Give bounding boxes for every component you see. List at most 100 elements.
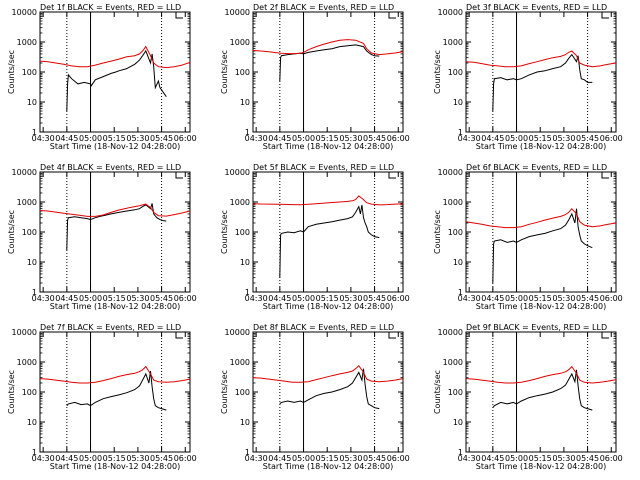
y-tick-label: 10 xyxy=(27,418,37,427)
x-tick-label: 04:30 xyxy=(458,134,481,143)
plot-frame xyxy=(252,331,404,453)
x-tick-label: 04:30 xyxy=(458,454,481,463)
detector-panel: Det 9f BLACK = Events, RED = LLD 1 10 100 10… xyxy=(433,323,623,471)
x-tick-label: 05:15 xyxy=(316,454,339,463)
x-axis-label: Start Time (18-Nov-12 04:28:00) xyxy=(263,462,393,471)
lld-series-line xyxy=(465,365,617,384)
lld-series-line xyxy=(252,39,404,56)
x-tick-label: 05:30 xyxy=(339,454,362,463)
x-tick-label: 05:30 xyxy=(552,454,575,463)
y-tick-label: 1 xyxy=(245,128,250,137)
x-tick-label: 05:30 xyxy=(126,134,149,143)
y-tick-label: 1 xyxy=(458,448,463,457)
y-tick-label: 100 xyxy=(235,228,250,237)
y-tick-label: 10 xyxy=(453,418,463,427)
x-axis-label: Start Time (18-Nov-12 04:28:00) xyxy=(476,462,606,471)
detector-panel: Det 2f BLACK = Events, RED = LLD 1 10 100 10… xyxy=(220,3,410,151)
y-tick-label: 100 xyxy=(22,228,37,237)
panel-title: Det 3f BLACK = Events, RED = LLD xyxy=(466,3,607,12)
x-tick-label: 05:45 xyxy=(576,294,599,303)
y-axis-label: Counts/sec xyxy=(433,370,442,414)
y-tick-label: 10000 xyxy=(438,328,463,337)
x-tick-label: 05:15 xyxy=(529,294,552,303)
detector-panel: Det 1f BLACK = Events, RED = LLD 1 10 100 10… xyxy=(7,3,197,151)
lld-series-line xyxy=(252,364,404,383)
x-tick-label: 04:45 xyxy=(55,134,78,143)
y-tick-label: 100 xyxy=(448,228,463,237)
x-tick-label: 05:45 xyxy=(363,294,386,303)
y-axis-label: Counts/sec xyxy=(433,50,442,94)
x-tick-label: 05:45 xyxy=(150,454,173,463)
y-tick-label: 10000 xyxy=(225,8,250,17)
detector-panel: Det 7f BLACK = Events, RED = LLD 1 10 100 10… xyxy=(7,323,197,471)
x-tick-label: 04:30 xyxy=(32,134,55,143)
x-tick-label: 05:15 xyxy=(103,294,126,303)
panel-title: Det 4f BLACK = Events, RED = LLD xyxy=(40,163,181,172)
events-series-line xyxy=(492,53,593,112)
y-tick-label: 1000 xyxy=(230,38,250,47)
events-series-line xyxy=(66,370,167,411)
x-tick-label: 05:45 xyxy=(363,454,386,463)
x-tick-label: 04:30 xyxy=(245,294,268,303)
x-tick-label: 05:00 xyxy=(292,454,315,463)
y-axis-label: Counts/sec xyxy=(220,50,229,94)
corner-marker xyxy=(601,332,609,339)
corner-marker xyxy=(175,172,183,179)
x-tick-label: 05:30 xyxy=(339,294,362,303)
y-tick-label: 1 xyxy=(32,128,37,137)
x-tick-label: 05:00 xyxy=(505,294,528,303)
corner-marker xyxy=(601,12,609,19)
x-tick-label: 05:00 xyxy=(505,454,528,463)
events-series-line xyxy=(279,204,380,278)
x-tick-label: 04:30 xyxy=(245,134,268,143)
lld-series-line xyxy=(39,365,191,384)
y-tick-label: 100 xyxy=(448,68,463,77)
y-tick-label: 10 xyxy=(453,98,463,107)
y-tick-label: 1 xyxy=(245,448,250,457)
x-tick-label: 05:45 xyxy=(576,454,599,463)
detector-panel: Det 4f BLACK = Events, RED = LLD 1 10 100 10… xyxy=(7,163,197,311)
y-tick-label: 10 xyxy=(453,258,463,267)
y-tick-label: 1 xyxy=(32,288,37,297)
x-tick-label: 06:00 xyxy=(387,134,410,143)
plot-frame xyxy=(252,171,404,293)
x-tick-label: 05:00 xyxy=(292,134,315,143)
y-tick-label: 10 xyxy=(27,258,37,267)
plot-frame xyxy=(465,331,617,453)
y-axis-label: Counts/sec xyxy=(7,50,16,94)
x-tick-label: 06:00 xyxy=(600,454,623,463)
y-tick-label: 100 xyxy=(235,388,250,397)
x-tick-label: 04:45 xyxy=(268,454,291,463)
x-tick-label: 04:45 xyxy=(481,134,504,143)
x-tick-label: 06:00 xyxy=(600,294,623,303)
x-axis-label: Start Time (18-Nov-12 04:28:00) xyxy=(50,302,180,311)
x-tick-label: 05:15 xyxy=(103,454,126,463)
x-tick-label: 05:15 xyxy=(316,294,339,303)
x-axis-label: Start Time (18-Nov-12 04:28:00) xyxy=(476,142,606,151)
x-tick-label: 06:00 xyxy=(387,294,410,303)
detector-panel: Det 5f BLACK = Events, RED = LLD 1 10 100 10… xyxy=(220,163,410,311)
detector-panel: Det 3f BLACK = Events, RED = LLD 1 10 100 10… xyxy=(433,3,623,151)
y-tick-label: 10000 xyxy=(12,8,37,17)
x-tick-label: 05:30 xyxy=(126,454,149,463)
x-tick-label: 05:30 xyxy=(126,294,149,303)
y-tick-label: 100 xyxy=(22,68,37,77)
plot-frame xyxy=(39,171,191,293)
x-tick-label: 06:00 xyxy=(387,454,410,463)
x-tick-label: 04:45 xyxy=(481,294,504,303)
events-series-line xyxy=(279,44,380,82)
corner-marker xyxy=(388,12,396,19)
x-axis-label: Start Time (18-Nov-12 04:28:00) xyxy=(50,462,180,471)
x-tick-label: 04:45 xyxy=(268,134,291,143)
y-tick-label: 1000 xyxy=(17,38,37,47)
y-tick-label: 1 xyxy=(32,448,37,457)
plot-frame xyxy=(39,331,191,453)
y-tick-label: 10000 xyxy=(225,328,250,337)
lld-series-line xyxy=(465,207,617,229)
y-tick-label: 1000 xyxy=(17,358,37,367)
y-tick-label: 100 xyxy=(235,68,250,77)
y-tick-label: 1 xyxy=(458,288,463,297)
lld-series-line xyxy=(252,195,404,206)
events-series-line xyxy=(66,49,167,112)
y-tick-label: 1000 xyxy=(443,198,463,207)
